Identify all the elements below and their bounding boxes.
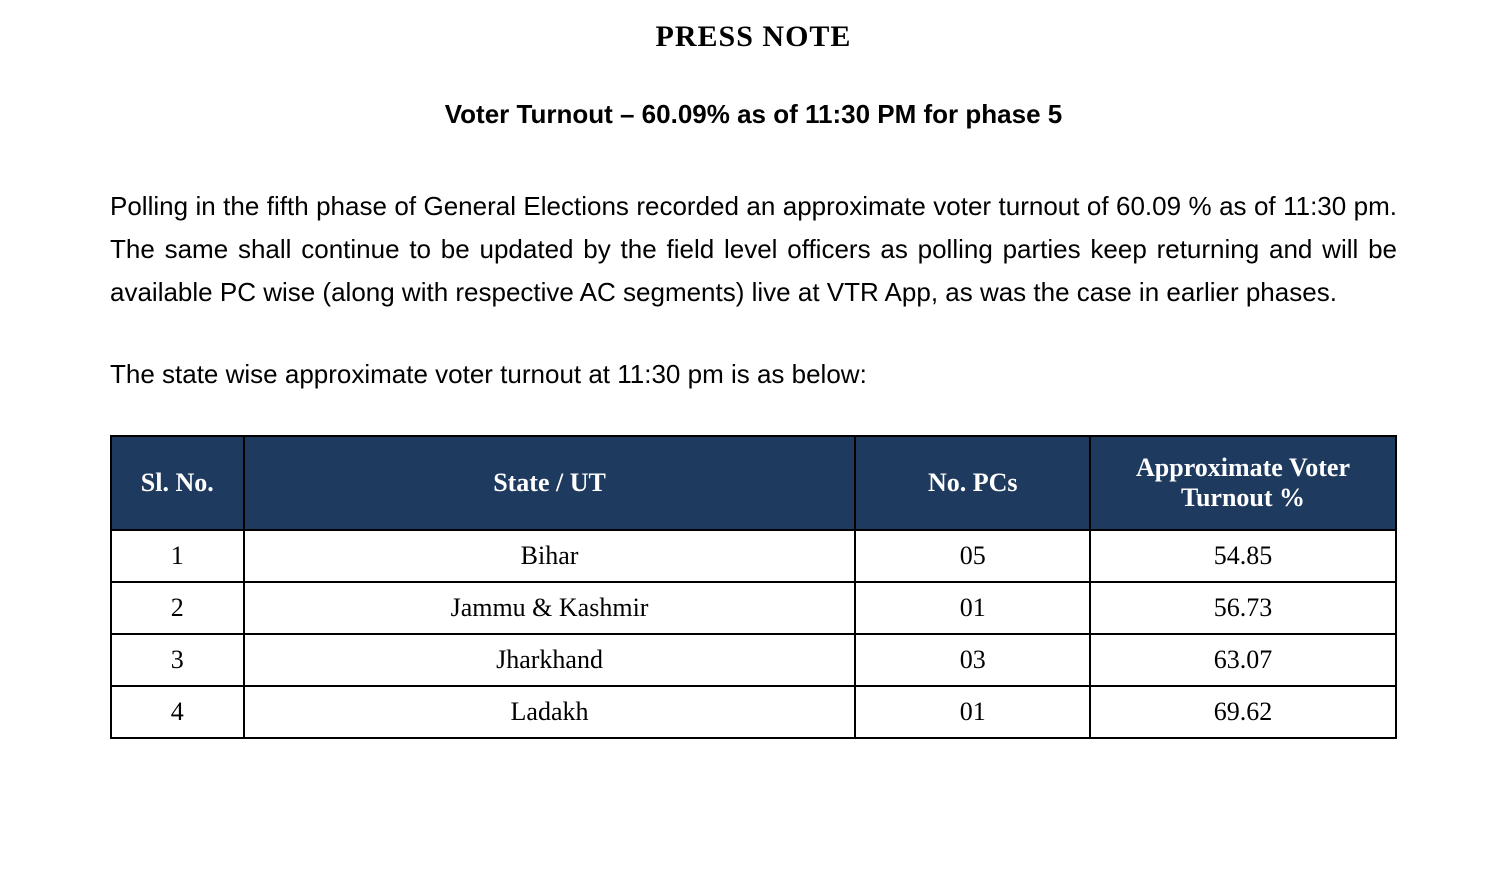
cell-sl: 3 <box>111 634 244 686</box>
document-container: PRESS NOTE Voter Turnout – 60.09% as of … <box>0 0 1507 739</box>
table-body: 1 Bihar 05 54.85 2 Jammu & Kashmir 01 56… <box>111 530 1396 738</box>
cell-state: Jharkhand <box>244 634 856 686</box>
cell-sl: 1 <box>111 530 244 582</box>
table-row: 3 Jharkhand 03 63.07 <box>111 634 1396 686</box>
col-header-sl-no: Sl. No. <box>111 436 244 530</box>
voter-turnout-table: Sl. No. State / UT No. PCs Approximate V… <box>110 435 1397 739</box>
cell-pcs: 03 <box>855 634 1090 686</box>
table-row: 2 Jammu & Kashmir 01 56.73 <box>111 582 1396 634</box>
cell-sl: 4 <box>111 686 244 738</box>
cell-turnout: 69.62 <box>1090 686 1396 738</box>
cell-pcs: 01 <box>855 582 1090 634</box>
press-note-title: PRESS NOTE <box>110 20 1397 54</box>
col-header-no-pcs: No. PCs <box>855 436 1090 530</box>
turnout-subtitle: Voter Turnout – 60.09% as of 11:30 PM fo… <box>110 99 1397 130</box>
table-row: 4 Ladakh 01 69.62 <box>111 686 1396 738</box>
cell-turnout: 56.73 <box>1090 582 1396 634</box>
col-header-state-ut: State / UT <box>244 436 856 530</box>
cell-turnout: 54.85 <box>1090 530 1396 582</box>
cell-pcs: 05 <box>855 530 1090 582</box>
cell-pcs: 01 <box>855 686 1090 738</box>
cell-state: Ladakh <box>244 686 856 738</box>
intro-paragraph: Polling in the fifth phase of General El… <box>110 185 1397 314</box>
col-header-turnout: Approximate Voter Turnout % <box>1090 436 1396 530</box>
cell-state: Jammu & Kashmir <box>244 582 856 634</box>
cell-sl: 2 <box>111 582 244 634</box>
table-intro-paragraph: The state wise approximate voter turnout… <box>110 354 1397 396</box>
table-header: Sl. No. State / UT No. PCs Approximate V… <box>111 436 1396 530</box>
table-row: 1 Bihar 05 54.85 <box>111 530 1396 582</box>
cell-turnout: 63.07 <box>1090 634 1396 686</box>
table-header-row: Sl. No. State / UT No. PCs Approximate V… <box>111 436 1396 530</box>
cell-state: Bihar <box>244 530 856 582</box>
